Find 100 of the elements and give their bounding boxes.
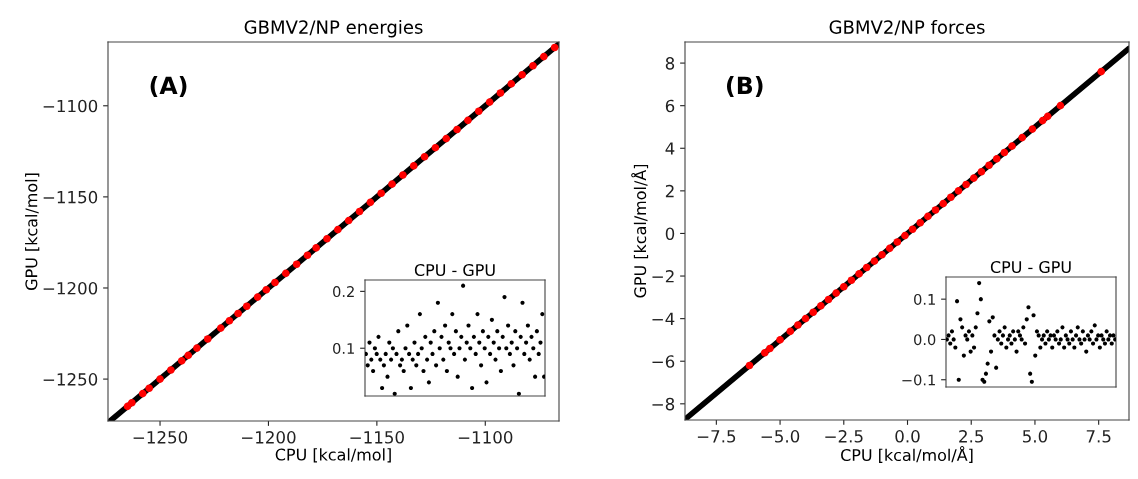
point bbox=[847, 276, 856, 285]
point bbox=[1056, 101, 1065, 110]
point bbox=[766, 344, 774, 353]
point bbox=[377, 189, 386, 198]
point bbox=[344, 216, 353, 225]
point bbox=[292, 260, 301, 269]
point bbox=[969, 174, 978, 182]
point bbox=[518, 70, 526, 79]
point bbox=[431, 143, 440, 152]
x-tick-label: −7.5 bbox=[697, 430, 736, 443]
point bbox=[464, 116, 472, 125]
point bbox=[388, 180, 396, 188]
point bbox=[954, 187, 963, 195]
point bbox=[540, 52, 548, 61]
y-tick-label: 4 bbox=[665, 142, 675, 155]
x-tick-label: −1150 bbox=[350, 431, 404, 444]
y-tick-label: 8 bbox=[665, 57, 675, 70]
point bbox=[824, 295, 833, 304]
point bbox=[303, 251, 312, 259]
point bbox=[924, 212, 932, 221]
point bbox=[916, 219, 925, 227]
point bbox=[992, 155, 1001, 163]
y-tick-label: −1250 bbox=[43, 373, 98, 386]
y-tick-label: −8 bbox=[652, 397, 675, 411]
point bbox=[485, 98, 494, 106]
x-tick-label: 5.0 bbox=[1022, 430, 1048, 443]
x-tick-label: −5.0 bbox=[761, 430, 800, 443]
y-tick-label: −2 bbox=[652, 270, 674, 283]
point bbox=[878, 250, 886, 259]
chart-title: CPU - GPU bbox=[414, 263, 495, 277]
point bbox=[760, 348, 769, 357]
point bbox=[128, 398, 136, 407]
point bbox=[355, 207, 364, 216]
point bbox=[366, 198, 375, 207]
y-axis-title: GPU [kcal/mol] bbox=[25, 173, 40, 290]
point bbox=[1008, 142, 1016, 150]
annotation: (A) bbox=[150, 76, 187, 98]
chart-title: GBMV2/NP forces bbox=[829, 19, 985, 36]
point bbox=[323, 234, 331, 243]
point bbox=[776, 336, 784, 344]
point bbox=[253, 293, 262, 301]
point bbox=[442, 134, 451, 143]
x-tick-label: −1200 bbox=[242, 431, 296, 444]
x-axis-title: CPU [kcal/mol] bbox=[275, 448, 391, 463]
point bbox=[745, 361, 754, 370]
point bbox=[855, 270, 863, 278]
y-tick-label: 0.0 bbox=[914, 334, 936, 346]
chart-title: GBMV2/NP energies bbox=[244, 19, 423, 38]
point bbox=[507, 80, 516, 88]
point bbox=[1018, 133, 1027, 142]
y-tick-label: −1100 bbox=[43, 99, 98, 113]
x-tick-label: −2.5 bbox=[825, 430, 863, 443]
point bbox=[786, 327, 795, 336]
y-tick-label: −0.1 bbox=[902, 374, 935, 386]
y-tick-label: 0.2 bbox=[333, 286, 354, 298]
y-tick-label: −4 bbox=[652, 312, 675, 325]
point bbox=[193, 344, 201, 352]
point bbox=[216, 324, 225, 332]
point bbox=[1038, 116, 1047, 125]
y-tick-label: 0 bbox=[665, 227, 675, 241]
point bbox=[901, 231, 909, 240]
point bbox=[550, 43, 559, 52]
point bbox=[453, 125, 461, 134]
point bbox=[167, 366, 175, 374]
x-tick-label: −1100 bbox=[458, 431, 513, 444]
point bbox=[399, 171, 407, 179]
x-tick-label: −1250 bbox=[133, 431, 188, 444]
point bbox=[474, 107, 483, 116]
point bbox=[893, 238, 902, 246]
point bbox=[271, 278, 279, 287]
y-tick-label: −1200 bbox=[43, 281, 98, 295]
point bbox=[832, 289, 840, 297]
point bbox=[794, 321, 802, 329]
y-axis-title: GPU [kcal/mol/Å] bbox=[631, 164, 649, 298]
point bbox=[234, 309, 242, 318]
point bbox=[939, 199, 947, 208]
point bbox=[184, 351, 193, 360]
point bbox=[870, 257, 879, 265]
point bbox=[409, 162, 418, 170]
y-tick-label: −1150 bbox=[43, 190, 98, 204]
point bbox=[262, 286, 271, 294]
point bbox=[420, 152, 429, 161]
point bbox=[985, 161, 993, 170]
point bbox=[908, 225, 917, 233]
point bbox=[334, 225, 342, 234]
point bbox=[203, 335, 212, 343]
point bbox=[156, 375, 164, 383]
point bbox=[885, 244, 894, 253]
point bbox=[962, 180, 970, 189]
point bbox=[529, 61, 537, 70]
point bbox=[177, 357, 186, 365]
point bbox=[225, 316, 234, 325]
y-tick-label: 0.1 bbox=[914, 293, 935, 305]
point bbox=[138, 389, 147, 398]
x-tick-label: 0.0 bbox=[895, 430, 920, 443]
y-tick-label: −6 bbox=[652, 355, 675, 368]
point bbox=[145, 384, 153, 393]
chart-title: CPU - GPU bbox=[990, 260, 1071, 274]
point bbox=[947, 193, 955, 202]
point bbox=[242, 302, 251, 311]
